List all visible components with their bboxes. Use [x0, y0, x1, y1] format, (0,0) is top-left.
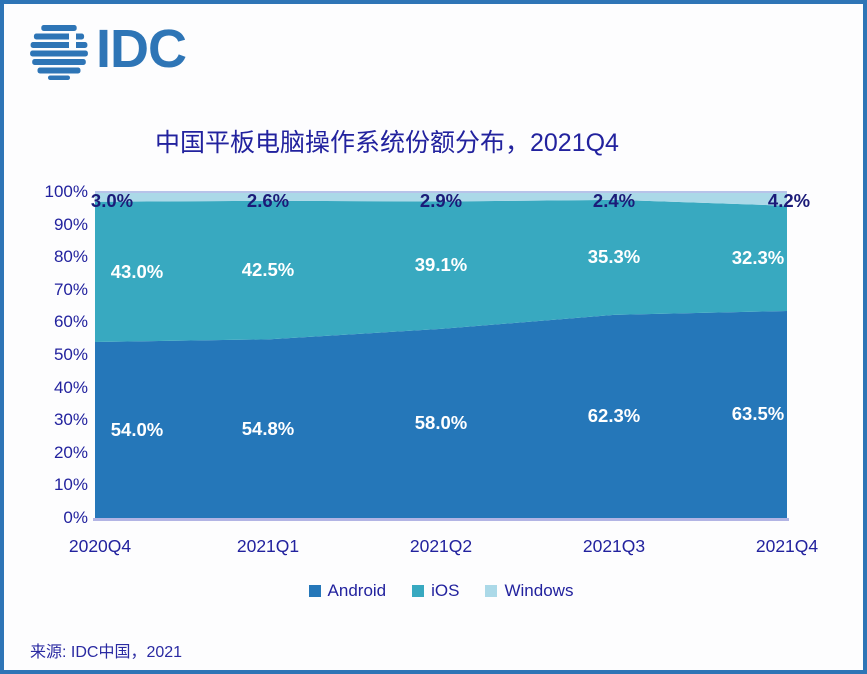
y-tick-50: 50% [53, 345, 88, 364]
data-label-windows-2021Q4: 4.2% [767, 190, 811, 211]
data-label-android-2021Q3: 62.3% [587, 405, 641, 427]
y-tick-80: 80% [53, 247, 88, 267]
data-label-ios-2021Q3: 35.3% [587, 246, 641, 268]
legend-label-windows: Windows [504, 581, 574, 600]
x-tick-2020Q4: 2020Q4 [68, 536, 132, 556]
x-tick-2021Q3: 2021Q3 [582, 536, 646, 556]
data-label-windows-2021Q3: 2.4% [592, 190, 636, 211]
stacked-area-plot [95, 192, 787, 518]
idc-logo: IDC [28, 19, 187, 82]
globe-stripes-icon [30, 25, 88, 80]
data-label-android-2021Q4: 63.5% [731, 403, 785, 425]
y-tick-0: 0% [63, 508, 88, 527]
y-tick-100: 100% [44, 182, 88, 201]
data-label-ios-2021Q2: 39.1% [414, 254, 468, 276]
chart-title: 中国平板电脑操作系统份额分布，2021Q4 [155, 129, 619, 157]
area-ios [95, 199, 787, 342]
y-tick-60: 60% [53, 312, 88, 332]
y-tick-20: 20% [53, 442, 88, 462]
legend-swatch-windows [485, 585, 498, 597]
x-tick-2021Q2: 2021Q2 [409, 536, 473, 556]
legend-item-windows: Windows [485, 581, 573, 601]
data-label-android-2020Q4: 54.0% [110, 418, 164, 440]
idc-logo-text: IDC [96, 19, 187, 79]
y-tick-40: 40% [53, 377, 88, 397]
y-tick-70: 70% [53, 279, 88, 299]
x-axis-line [93, 518, 789, 521]
legend-swatch-android [308, 585, 321, 597]
y-tick-90: 90% [53, 214, 88, 234]
data-label-ios-2021Q4: 32.3% [731, 247, 785, 269]
area-android [95, 310, 787, 518]
x-tick-2021Q1: 2021Q1 [236, 536, 300, 556]
plot-top-gridline [95, 191, 787, 193]
data-label-windows-2021Q2: 2.9% [419, 190, 463, 211]
legend-swatch-ios [412, 585, 425, 597]
data-label-android-2021Q1: 54.8% [241, 417, 295, 439]
data-label-windows-2020Q4: 3.0% [90, 190, 134, 211]
legend-label-ios: iOS [431, 581, 460, 600]
legend-item-android: Android [308, 581, 387, 601]
legend-item-ios: iOS [412, 581, 459, 601]
data-label-ios-2021Q1: 42.5% [241, 259, 295, 281]
area-windows [95, 192, 787, 206]
y-tick-10: 10% [53, 475, 88, 495]
y-tick-30: 30% [53, 410, 88, 430]
x-tick-2021Q4: 2021Q4 [755, 536, 819, 556]
data-label-android-2021Q2: 58.0% [414, 412, 468, 434]
data-label-ios-2020Q4: 43.0% [110, 260, 164, 282]
chart-legend: Android iOS Windows [95, 580, 787, 602]
legend-label-android: Android [327, 581, 387, 600]
globe-notch [69, 32, 76, 49]
source-note: 来源: IDC中国，2021 [30, 644, 183, 661]
data-label-windows-2021Q1: 2.6% [246, 190, 290, 211]
